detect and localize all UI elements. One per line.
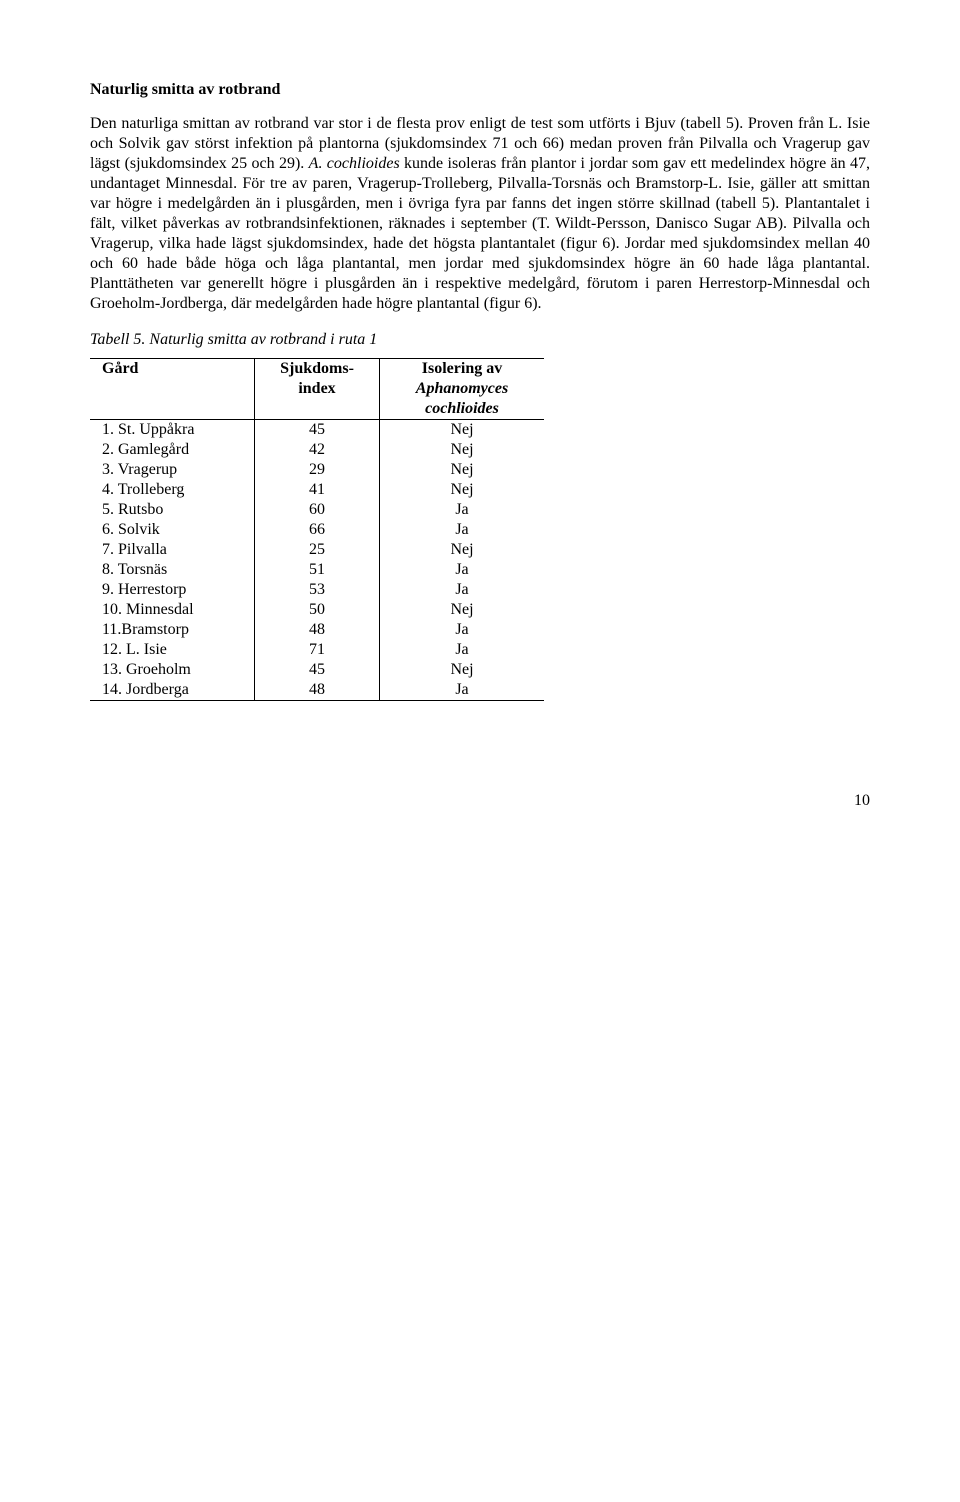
- table-row: 9. Herrestorp53Ja: [90, 580, 544, 600]
- cell-iso: Ja: [380, 580, 545, 600]
- cell-gard: 9. Herrestorp: [90, 580, 255, 600]
- th-gard: Gård: [90, 359, 255, 420]
- page-number: 10: [90, 791, 870, 811]
- species-a: A. cochlioides: [309, 155, 400, 172]
- cell-gard: 6. Solvik: [90, 520, 255, 540]
- cell-iso: Nej: [380, 660, 545, 680]
- cell-index: 60: [255, 500, 380, 520]
- cell-index: 41: [255, 480, 380, 500]
- cell-gard: 7. Pilvalla: [90, 540, 255, 560]
- th-iso-2: Aphanomyces: [380, 379, 545, 399]
- cell-index: 45: [255, 420, 380, 441]
- cell-iso: Ja: [380, 560, 545, 580]
- cell-gard: 8. Torsnäs: [90, 560, 255, 580]
- cell-index: 42: [255, 440, 380, 460]
- body-paragraph: Den naturliga smittan av rotbrand var st…: [90, 114, 870, 314]
- cell-iso: Nej: [380, 420, 545, 441]
- cell-iso: Nej: [380, 600, 545, 620]
- cell-iso: Ja: [380, 520, 545, 540]
- cell-iso: Nej: [380, 460, 545, 480]
- cell-gard: 2. Gamlegård: [90, 440, 255, 460]
- cell-index: 25: [255, 540, 380, 560]
- th-iso-1: Isolering av: [380, 359, 545, 380]
- cell-iso: Nej: [380, 540, 545, 560]
- cell-gard: 4. Trolleberg: [90, 480, 255, 500]
- cell-iso: Nej: [380, 480, 545, 500]
- table-row: 7. Pilvalla25Nej: [90, 540, 544, 560]
- table-row: 1. St. Uppåkra45Nej: [90, 420, 544, 441]
- cell-index: 48: [255, 620, 380, 640]
- cell-index: 48: [255, 680, 380, 701]
- para-post: kunde isoleras från plantor i jordar som…: [90, 155, 870, 312]
- table-row: 11.Bramstorp48Ja: [90, 620, 544, 640]
- cell-index: 71: [255, 640, 380, 660]
- table-row: 10. Minnesdal50Nej: [90, 600, 544, 620]
- th-index-3: [255, 399, 380, 420]
- table-row: 3. Vragerup29Nej: [90, 460, 544, 480]
- cell-index: 51: [255, 560, 380, 580]
- cell-index: 53: [255, 580, 380, 600]
- th-index-1: Sjukdoms-: [255, 359, 380, 380]
- table-row: 14. Jordberga48Ja: [90, 680, 544, 701]
- table-row: 12. L. Isie71Ja: [90, 640, 544, 660]
- cell-index: 29: [255, 460, 380, 480]
- cell-iso: Nej: [380, 440, 545, 460]
- cell-gard: 11.Bramstorp: [90, 620, 255, 640]
- th-iso-3: cochlioides: [380, 399, 545, 420]
- cell-gard: 1. St. Uppåkra: [90, 420, 255, 441]
- table-row: 8. Torsnäs51Ja: [90, 560, 544, 580]
- cell-gard: 14. Jordberga: [90, 680, 255, 701]
- cell-index: 50: [255, 600, 380, 620]
- data-table: Gård Sjukdoms- Isolering av index Aphano…: [90, 358, 544, 701]
- table-row: 2. Gamlegård42Nej: [90, 440, 544, 460]
- cell-iso: Ja: [380, 500, 545, 520]
- cell-iso: Ja: [380, 620, 545, 640]
- table-row: 13. Groeholm45Nej: [90, 660, 544, 680]
- table-row: 6. Solvik66Ja: [90, 520, 544, 540]
- cell-index: 45: [255, 660, 380, 680]
- cell-index: 66: [255, 520, 380, 540]
- cell-gard: 10. Minnesdal: [90, 600, 255, 620]
- cell-iso: Ja: [380, 680, 545, 701]
- cell-gard: 13. Groeholm: [90, 660, 255, 680]
- cell-iso: Ja: [380, 640, 545, 660]
- cell-gard: 3. Vragerup: [90, 460, 255, 480]
- table-row: 5. Rutsbo60Ja: [90, 500, 544, 520]
- cell-gard: 5. Rutsbo: [90, 500, 255, 520]
- th-index-2: index: [255, 379, 380, 399]
- table-row: 4. Trolleberg41Nej: [90, 480, 544, 500]
- section-title: Naturlig smitta av rotbrand: [90, 80, 870, 100]
- table-caption: Tabell 5. Naturlig smitta av rotbrand i …: [90, 330, 870, 350]
- cell-gard: 12. L. Isie: [90, 640, 255, 660]
